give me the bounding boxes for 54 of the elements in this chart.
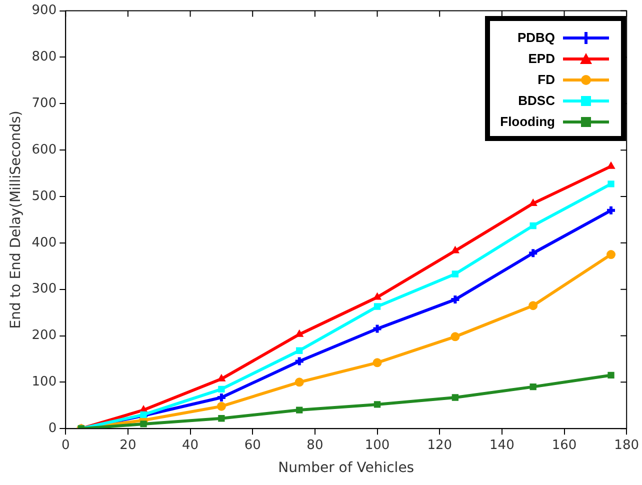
legend-label: FD: [538, 72, 555, 87]
point: [374, 303, 381, 310]
point: [529, 198, 538, 206]
y-axis-title: End to End Delay(MilliSeconds): [8, 110, 24, 329]
point: [452, 270, 459, 278]
x-tick-label: 80: [306, 438, 324, 453]
point: [374, 401, 381, 408]
point: [295, 330, 304, 337]
point: [528, 301, 538, 310]
x-tick-label: 60: [244, 438, 261, 453]
x-tick-label: 180: [614, 438, 640, 453]
y-tick-label: 400: [32, 235, 57, 250]
point: [294, 356, 305, 367]
point: [296, 406, 303, 414]
point: [294, 378, 304, 387]
point: [530, 383, 536, 390]
y-tick-label: 0: [48, 420, 57, 436]
x-tick-label: 40: [182, 438, 199, 453]
legend-label: EPD: [528, 51, 555, 66]
legend-label: Flooding: [500, 114, 555, 129]
point: [530, 222, 536, 230]
point: [296, 347, 303, 354]
x-tick-label: 0: [61, 438, 70, 453]
y-tick-label: 700: [32, 96, 57, 112]
y-tick-label: 800: [32, 50, 57, 65]
x-tick-label: 120: [427, 438, 452, 453]
point: [218, 415, 225, 422]
x-axis-title: Number of Vehicles: [278, 460, 414, 476]
point: [140, 411, 147, 418]
point: [372, 323, 383, 334]
point: [607, 162, 615, 169]
x-tick-label: 20: [120, 438, 136, 453]
point: [528, 248, 539, 259]
point: [451, 246, 460, 254]
x-tick-label: 100: [364, 438, 390, 453]
point: [452, 394, 459, 401]
legend-label: BDSC: [518, 93, 555, 108]
point: [216, 402, 226, 411]
y-tick-label: 500: [32, 188, 57, 204]
y-tick-label: 100: [32, 374, 57, 390]
point: [608, 180, 614, 188]
x-tick-label: 160: [552, 438, 577, 453]
point: [372, 358, 382, 368]
point: [608, 372, 614, 379]
y-tick-label: 200: [32, 328, 57, 344]
y-tick-label: 900: [32, 3, 57, 18]
point: [450, 332, 460, 342]
point: [606, 250, 616, 260]
y-tick-label: 600: [32, 142, 57, 158]
x-tick-label: 140: [490, 438, 514, 453]
y-tick-label: 300: [32, 282, 57, 297]
point: [140, 420, 147, 428]
legend-label: PDBQ: [517, 30, 555, 45]
point: [218, 386, 225, 392]
